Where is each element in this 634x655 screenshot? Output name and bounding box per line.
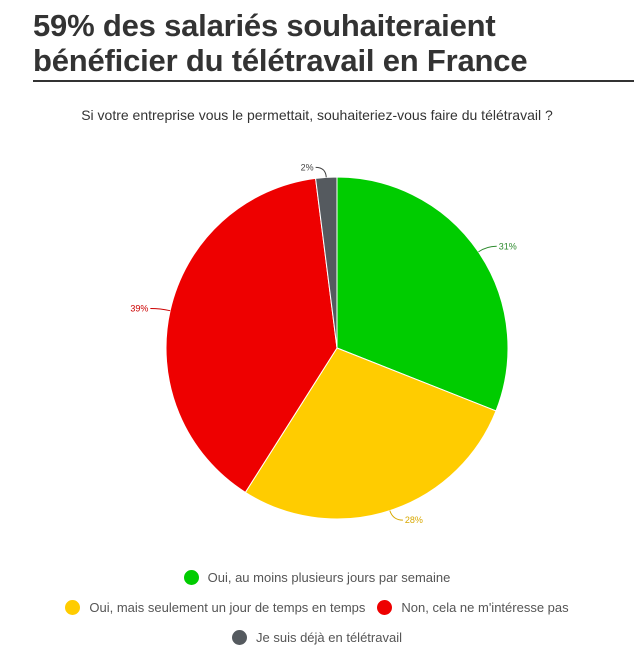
pie-connector-1 — [389, 510, 403, 521]
pie-connector-3 — [315, 166, 327, 178]
pie-connector-0 — [478, 245, 497, 253]
legend-swatch-1 — [65, 599, 81, 615]
legend-row-2: Oui, mais seulement un jour de temps en … — [0, 592, 634, 622]
legend-item-0[interactable]: Oui, au moins plusieurs jours par semain… — [183, 569, 451, 585]
legend-item-2[interactable]: Non, cela ne m'intéresse pas — [377, 599, 569, 615]
pie-label-0: 31% — [499, 241, 517, 251]
pie-chart: 31% 28% 39% 2% — [130, 162, 517, 525]
legend-label-1: Oui, mais seulement un jour de temps en … — [89, 599, 366, 615]
pie-label-1: 28% — [405, 515, 423, 525]
chart-title-line-1: 59% des salariés souhaiteraient — [33, 8, 496, 43]
legend-item-3[interactable]: Je suis déjà en télétravail — [232, 629, 402, 645]
legend-row-3: Je suis déjà en télétravail — [0, 622, 634, 652]
chart-title-line-2: bénéficier du télétravail en France — [33, 43, 528, 78]
pie-label-2: 39% — [130, 304, 148, 314]
pie-connector-2 — [150, 308, 171, 312]
legend-swatch-3 — [232, 629, 247, 645]
pie-slice-2[interactable] — [165, 177, 338, 494]
pie-slice-1[interactable] — [244, 347, 497, 520]
chart-title: 59% des salariés souhaiteraient bénéfici… — [33, 8, 634, 82]
legend-swatch-0 — [183, 569, 199, 585]
chart-legend: Oui, au moins plusieurs jours par semain… — [0, 562, 634, 652]
pie-label-3: 2% — [301, 162, 314, 172]
legend-item-1[interactable]: Oui, mais seulement un jour de temps en … — [65, 599, 366, 615]
legend-row-1: Oui, au moins plusieurs jours par semain… — [0, 562, 634, 592]
pie-slice-0[interactable] — [336, 176, 509, 412]
legend-label-0: Oui, au moins plusieurs jours par semain… — [207, 569, 451, 585]
legend-label-3: Je suis déjà en télétravail — [256, 629, 402, 645]
legend-swatch-2 — [377, 599, 393, 615]
chart-subtitle: Si votre entreprise vous le permettait, … — [81, 107, 553, 123]
legend-label-2: Non, cela ne m'intéresse pas — [401, 599, 569, 615]
